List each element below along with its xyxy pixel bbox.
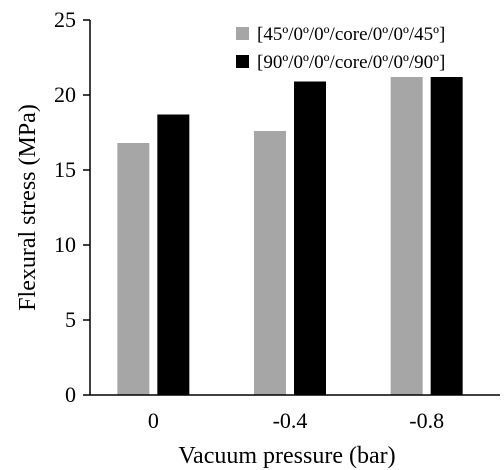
x-tick-label: -0.4 xyxy=(273,408,308,433)
bar-series-2-1 xyxy=(294,81,326,395)
bar-series-2-2 xyxy=(430,77,463,395)
legend-label-series-1: [45º/0º/0º/core/0º/0º/45º] xyxy=(257,24,445,45)
y-tick-label: 25 xyxy=(54,7,76,32)
y-tick-label: 5 xyxy=(65,307,76,332)
x-tick-label: 0 xyxy=(148,408,159,433)
bar-series-1-0 xyxy=(117,143,150,395)
x-tick-labels: 0 -0.4 -0.8 xyxy=(148,408,444,433)
bar-series-1-1 xyxy=(254,131,286,395)
x-tick-label: -0.8 xyxy=(409,408,444,433)
legend-swatch-series-1 xyxy=(236,27,249,40)
y-tick-label: 10 xyxy=(54,232,76,257)
legend-label-series-2: [90º/0º/0º/core/0º/0º/90º] xyxy=(257,52,445,73)
y-tick-label: 15 xyxy=(54,157,76,182)
legend: [45º/0º/0º/core/0º/0º/45º] [90º/0º/0º/co… xyxy=(236,24,445,73)
bar-series-2-0 xyxy=(157,114,190,395)
bar-series-1-2 xyxy=(390,77,423,395)
y-tick-label: 0 xyxy=(65,382,76,407)
y-tick-label: 20 xyxy=(54,82,76,107)
bars xyxy=(117,77,463,395)
y-axis-title: Flexural stress (MPa) xyxy=(15,104,41,311)
legend-swatch-series-2 xyxy=(236,55,249,68)
x-axis-title: Vacuum pressure (bar) xyxy=(178,443,395,469)
y-ticks: 0 5 10 15 20 25 xyxy=(54,7,90,407)
